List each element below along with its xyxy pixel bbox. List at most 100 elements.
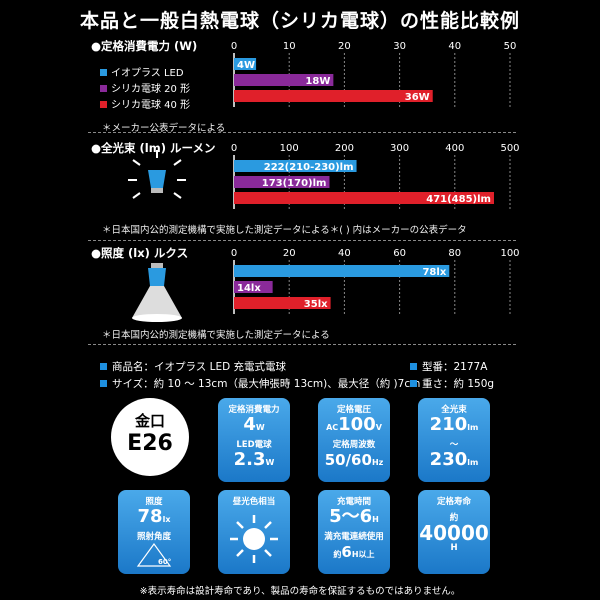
tick-label: 20 <box>338 41 351 52</box>
spec-size-text: サイズ：約 10 ～ 13cm（最大伸張時 13cm)、最大径（約 )7cm <box>112 378 421 390</box>
card-value: 2.3 <box>233 449 266 470</box>
card-unit: lm <box>467 458 479 467</box>
bar-label: 18W <box>305 76 330 87</box>
spec-weight-text: 重さ：約 150g <box>422 378 495 390</box>
bar-label: 222(210-230)lm <box>264 162 354 173</box>
bar <box>234 90 433 102</box>
tick-label: 40 <box>338 248 351 259</box>
illuminance-section-title: ●照度 (lx) ルクス <box>91 246 189 260</box>
tick-label: 0 <box>231 143 237 154</box>
card-unit: H <box>450 543 458 553</box>
bar-label: 471(485)lm <box>426 194 491 205</box>
bar <box>234 176 330 188</box>
bar <box>234 160 357 172</box>
legend-swatch <box>100 69 107 76</box>
bar-label: 173(170)lm <box>262 178 327 189</box>
legend-label: イオプラス LED <box>111 68 184 79</box>
bar-label: 14lx <box>237 283 261 294</box>
beam-angle-icon: 60° <box>136 542 171 567</box>
power-section-title: ●定格消費電力 (W) <box>91 39 198 53</box>
tick-label: 80 <box>448 248 461 259</box>
card-value: 100 <box>338 414 376 435</box>
card-charge: 充電時間 5～6H 満充電連続使用 約6H以上 <box>318 490 390 574</box>
card-caption: 定格電圧 <box>336 405 371 415</box>
tick-label: 30 <box>393 41 406 52</box>
bulb-rays-icon <box>128 150 186 199</box>
card-value: 40000 <box>419 521 489 545</box>
bar-label: 78lx <box>422 267 446 278</box>
card-caption: 充電時間 <box>336 497 371 507</box>
bar <box>234 281 273 293</box>
card-unit: V <box>375 423 382 432</box>
bar <box>234 192 494 204</box>
legend-swatch <box>100 101 107 108</box>
card-flux: 全光束 210lm ～ 230lm <box>418 398 490 482</box>
spec-weight: 重さ：約 150g <box>410 376 494 391</box>
flux-section-title: ●全光束 (lm) ルーメン <box>91 141 216 155</box>
legend-item-silica-20: シリカ電球 20 形 <box>100 80 190 95</box>
card-life: 定格寿命 約 40000 H <box>418 490 490 574</box>
divider <box>88 132 516 133</box>
card-unit: W <box>255 423 265 432</box>
tick-label: 60 <box>393 248 406 259</box>
card-unit: lx <box>162 515 171 524</box>
bar-label: 35lx <box>304 299 328 310</box>
card-unit: W <box>265 458 275 467</box>
base-badge: 金口 E26 <box>111 398 189 476</box>
card-power: 定格消費電力 4W LED電球 2.3W <box>218 398 290 482</box>
spec-size: サイズ：約 10 ～ 13cm（最大伸張時 13cm)、最大径（約 )7cm <box>100 376 420 391</box>
spec-model-text: 型番：2177A <box>422 361 488 373</box>
card-prefix: 約 <box>333 550 342 559</box>
divider <box>88 240 516 241</box>
bullet-icon <box>410 363 417 370</box>
power-note: ＊メーカー公表データによる <box>102 123 226 134</box>
card-sub: 定格周波数 <box>332 440 376 450</box>
tick-label: 500 <box>500 143 519 154</box>
bar <box>234 297 331 309</box>
bullet-icon <box>100 363 107 370</box>
tick-label: 50 <box>504 41 517 52</box>
tick-label: 10 <box>283 41 296 52</box>
tick-label: 0 <box>231 248 237 259</box>
card-caption: 定格消費電力 <box>228 405 280 415</box>
spec-product: 商品名：イオプラス LED 充電式電球 <box>100 359 286 374</box>
divider <box>88 344 516 345</box>
card-value: 50/60 <box>324 451 372 469</box>
card-color: 昼光色相当 <box>218 490 290 574</box>
card-value: 210 <box>429 414 468 435</box>
legend-swatch <box>100 85 107 92</box>
card-unit: Hz <box>371 458 384 467</box>
sun-icon <box>230 515 278 563</box>
card-prefix: 約 <box>449 513 459 523</box>
card-value: 4 <box>243 414 256 435</box>
illuminance-note: ＊日本国内公的測定機構で実施した測定データによる <box>102 330 330 341</box>
tick-label: 0 <box>231 41 237 52</box>
bar <box>234 58 257 70</box>
card-caption: 照度 <box>145 497 163 507</box>
legend-item-silica-40: シリカ電球 40 形 <box>100 96 190 111</box>
tick-label: 400 <box>445 143 464 154</box>
card-illuminance: 照度 78lx 照射角度 60° <box>118 490 190 574</box>
bar <box>234 265 450 277</box>
legend-label: シリカ電球 20 形 <box>111 84 191 95</box>
card-caption: 定格寿命 <box>436 497 471 507</box>
base-label: 金口 <box>134 412 165 430</box>
bar-label: 4W <box>237 60 255 71</box>
card-sub: LED電球 <box>236 440 272 450</box>
bulb-beam-icon <box>132 263 182 322</box>
card-caption: 全光束 <box>441 405 467 415</box>
card-voltage: 定格電圧 AC100V 定格周波数 50/60Hz <box>318 398 390 482</box>
card-value: 6 <box>341 543 352 561</box>
tick-label: 40 <box>448 41 461 52</box>
flux-note: ＊日本国内公的測定機構で実施した測定データによる＊( ) 内はメーカーの公表デー… <box>102 225 467 236</box>
bar <box>234 74 334 86</box>
bullet-icon <box>410 380 417 387</box>
beam-angle-label: 60° <box>158 558 171 566</box>
tick-label: 100 <box>280 143 299 154</box>
tick-label: 200 <box>335 143 354 154</box>
card-sub: 照射角度 <box>136 532 171 542</box>
card-unit: H <box>372 515 379 524</box>
card-prefix: AC <box>326 423 339 432</box>
spec-model: 型番：2177A <box>410 359 487 374</box>
